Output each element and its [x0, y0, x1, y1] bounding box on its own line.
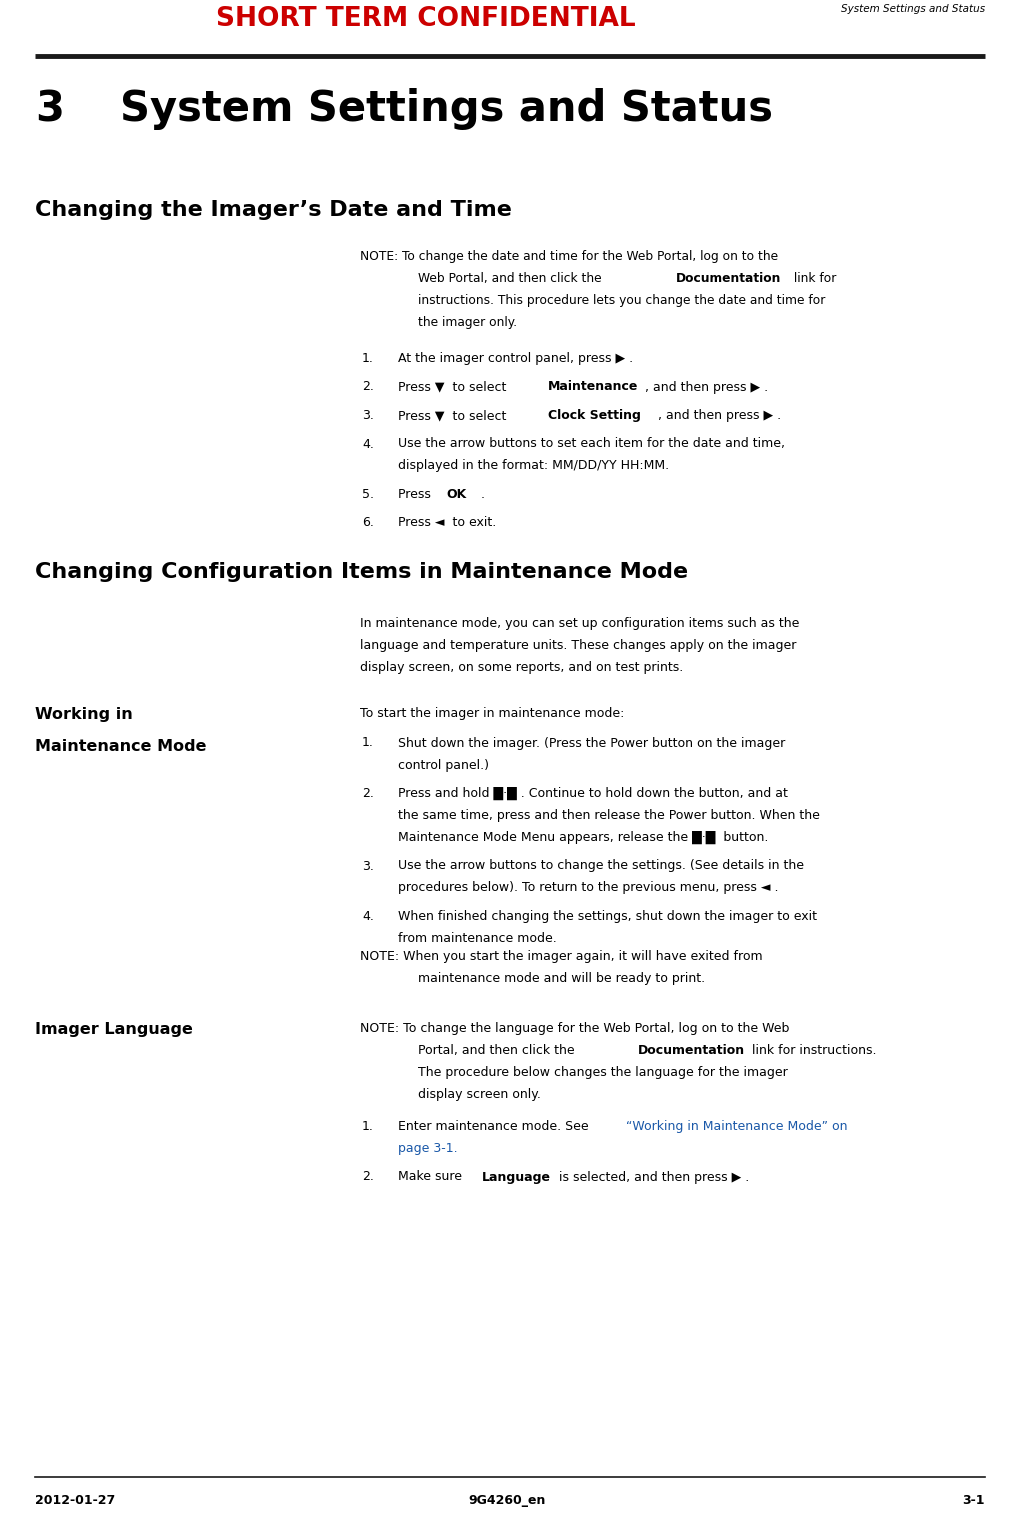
Text: When finished changing the settings, shut down the imager to exit: When finished changing the settings, shu…: [398, 910, 817, 922]
Text: 2012-01-27: 2012-01-27: [35, 1495, 116, 1507]
Text: is selected, and then press ▶ .: is selected, and then press ▶ .: [555, 1170, 749, 1184]
Text: instructions. This procedure lets you change the date and time for: instructions. This procedure lets you ch…: [418, 294, 825, 307]
Text: SHORT TERM CONFIDENTIAL: SHORT TERM CONFIDENTIAL: [216, 6, 636, 32]
Text: 1.: 1.: [362, 1120, 374, 1132]
Text: Maintenance: Maintenance: [548, 380, 638, 394]
Text: from maintenance mode.: from maintenance mode.: [398, 931, 557, 945]
Text: Changing the Imager’s Date and Time: Changing the Imager’s Date and Time: [35, 199, 512, 221]
Text: Maintenance Mode: Maintenance Mode: [35, 738, 206, 753]
Text: 2.: 2.: [362, 1170, 374, 1184]
Text: At the imager control panel, press ▶ .: At the imager control panel, press ▶ .: [398, 352, 633, 365]
Text: 4.: 4.: [362, 910, 374, 922]
Text: language and temperature units. These changes apply on the imager: language and temperature units. These ch…: [360, 639, 797, 651]
Text: Use the arrow buttons to change the settings. (See details in the: Use the arrow buttons to change the sett…: [398, 860, 804, 872]
Text: The procedure below changes the language for the imager: The procedure below changes the language…: [418, 1065, 788, 1079]
Text: Working in: Working in: [35, 706, 133, 721]
Text: .: .: [481, 489, 485, 501]
Text: NOTE: To change the language for the Web Portal, log on to the Web: NOTE: To change the language for the Web…: [360, 1021, 790, 1035]
Text: 3.: 3.: [362, 409, 374, 422]
Text: displayed in the format: MM/DD/YY HH:MM.: displayed in the format: MM/DD/YY HH:MM.: [398, 460, 669, 472]
Text: “Working in Maintenance Mode” on: “Working in Maintenance Mode” on: [626, 1120, 848, 1132]
Text: Clock Setting: Clock Setting: [548, 409, 640, 422]
Text: maintenance mode and will be ready to print.: maintenance mode and will be ready to pr…: [418, 973, 705, 985]
Text: 5.: 5.: [362, 489, 374, 501]
Text: Changing Configuration Items in Maintenance Mode: Changing Configuration Items in Maintena…: [35, 562, 688, 581]
Text: display screen only.: display screen only.: [418, 1088, 541, 1100]
Text: 3.: 3.: [362, 860, 374, 872]
Text: 2.: 2.: [362, 380, 374, 394]
Text: Language: Language: [482, 1170, 551, 1184]
Text: Shut down the imager. (Press the Power button on the imager: Shut down the imager. (Press the Power b…: [398, 737, 786, 749]
Text: the imager only.: the imager only.: [418, 317, 517, 329]
Text: 4.: 4.: [362, 437, 374, 451]
Text: 1.: 1.: [362, 737, 374, 749]
Text: , and then press ▶ .: , and then press ▶ .: [658, 409, 782, 422]
Text: To start the imager in maintenance mode:: To start the imager in maintenance mode:: [360, 706, 624, 720]
Text: 2.: 2.: [362, 787, 374, 801]
Text: Maintenance Mode Menu appears, release the █·█  button.: Maintenance Mode Menu appears, release t…: [398, 831, 768, 845]
Text: Press and hold █·█ . Continue to hold down the button, and at: Press and hold █·█ . Continue to hold do…: [398, 787, 788, 801]
Text: 3-1: 3-1: [962, 1495, 985, 1507]
Text: Documentation: Documentation: [638, 1044, 745, 1056]
Text: Documentation: Documentation: [676, 272, 782, 285]
Text: In maintenance mode, you can set up configuration items such as the: In maintenance mode, you can set up conf…: [360, 616, 800, 630]
Text: NOTE: When you start the imager again, it will have exited from: NOTE: When you start the imager again, i…: [360, 950, 762, 963]
Text: System Settings and Status: System Settings and Status: [120, 88, 773, 129]
Text: Press: Press: [398, 489, 434, 501]
Text: Press ▼  to select: Press ▼ to select: [398, 409, 511, 422]
Text: link for instructions.: link for instructions.: [748, 1044, 877, 1056]
Text: control panel.): control panel.): [398, 758, 489, 772]
Text: Imager Language: Imager Language: [35, 1021, 193, 1036]
Text: page 3-1.: page 3-1.: [398, 1142, 458, 1155]
Text: Use the arrow buttons to set each item for the date and time,: Use the arrow buttons to set each item f…: [398, 437, 785, 451]
Text: , and then press ▶ .: , and then press ▶ .: [645, 380, 768, 394]
Text: 9G4260_en: 9G4260_en: [469, 1495, 546, 1507]
Text: System Settings and Status: System Settings and Status: [840, 5, 985, 14]
Text: procedures below). To return to the previous menu, press ◄ .: procedures below). To return to the prev…: [398, 881, 779, 895]
Text: OK: OK: [446, 489, 466, 501]
Text: 1.: 1.: [362, 352, 374, 365]
Text: Press ▼  to select: Press ▼ to select: [398, 380, 511, 394]
Text: Make sure: Make sure: [398, 1170, 466, 1184]
Text: Press ◄  to exit.: Press ◄ to exit.: [398, 516, 496, 530]
Text: Web Portal, and then click the: Web Portal, and then click the: [418, 272, 606, 285]
Text: link for: link for: [790, 272, 836, 285]
Text: Portal, and then click the: Portal, and then click the: [418, 1044, 579, 1056]
Text: the same time, press and then release the Power button. When the: the same time, press and then release th…: [398, 810, 820, 822]
Text: 3: 3: [35, 88, 64, 129]
Text: 6.: 6.: [362, 516, 374, 530]
Text: NOTE: To change the date and time for the Web Portal, log on to the: NOTE: To change the date and time for th…: [360, 250, 779, 263]
Text: Enter maintenance mode. See: Enter maintenance mode. See: [398, 1120, 593, 1132]
Text: display screen, on some reports, and on test prints.: display screen, on some reports, and on …: [360, 661, 683, 674]
